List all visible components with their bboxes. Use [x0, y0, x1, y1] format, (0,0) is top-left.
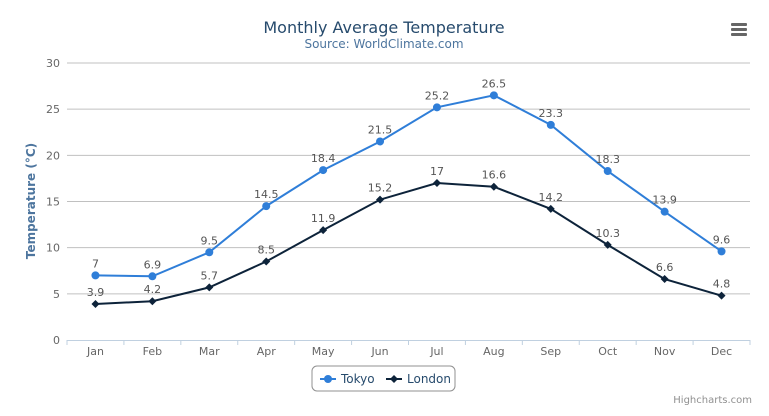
data-label: 16.6 — [482, 169, 507, 182]
y-tick-label: 0 — [53, 334, 60, 347]
x-tick-label: Apr — [257, 345, 277, 358]
data-label: 26.5 — [482, 77, 507, 90]
x-tick-label: Dec — [711, 345, 732, 358]
credits-link[interactable]: Highcharts.com — [673, 395, 752, 406]
x-tick-label: Nov — [654, 345, 676, 358]
data-point — [489, 182, 498, 191]
legend-label-london: London — [407, 372, 451, 386]
data-point — [603, 167, 612, 176]
data-label: 5.7 — [201, 269, 219, 282]
data-point — [660, 207, 669, 216]
x-tick-label: Feb — [143, 345, 162, 358]
data-point — [205, 283, 214, 292]
chart-subtitle: Source: WorldClimate.com — [304, 37, 463, 51]
x-tick-label: Jul — [429, 345, 443, 358]
data-point — [91, 271, 100, 280]
x-tick-label: Jan — [86, 345, 104, 358]
data-point — [717, 291, 726, 300]
x-tick-label: Oct — [598, 345, 618, 358]
data-label: 14.5 — [254, 188, 279, 201]
data-point — [432, 179, 441, 188]
y-tick-label: 15 — [46, 196, 60, 209]
y-tick-label: 10 — [46, 242, 60, 255]
x-tick-label: Jun — [370, 345, 388, 358]
data-label: 21.5 — [368, 123, 393, 136]
data-label: 18.3 — [595, 153, 620, 166]
data-point — [489, 91, 498, 100]
data-point — [148, 297, 157, 306]
y-tick-label: 5 — [53, 288, 60, 301]
data-label: 14.2 — [539, 191, 564, 204]
data-point — [660, 275, 669, 284]
data-point — [262, 202, 271, 211]
data-point — [91, 299, 100, 308]
data-label: 6.9 — [144, 258, 162, 271]
data-point — [432, 103, 441, 112]
data-point — [148, 272, 157, 281]
legend-label-tokyo: Tokyo — [340, 372, 375, 386]
data-point — [546, 120, 555, 129]
data-point — [717, 247, 726, 256]
y-tick-label: 20 — [46, 149, 60, 162]
data-label: 23.3 — [539, 107, 564, 120]
y-tick-label: 30 — [46, 57, 60, 70]
data-label: 8.5 — [257, 244, 275, 257]
data-label: 13.9 — [652, 194, 677, 207]
hamburger-menu-icon[interactable] — [724, 14, 752, 42]
x-tick-label: Aug — [483, 345, 504, 358]
legend: Tokyo London — [311, 365, 456, 392]
data-label: 11.9 — [311, 212, 336, 225]
legend-item-tokyo[interactable]: Tokyo — [320, 372, 375, 386]
series-line-tokyo — [95, 94, 723, 278]
data-label: 18.4 — [311, 152, 336, 165]
data-point — [262, 257, 271, 266]
data-label: 15.2 — [368, 182, 393, 195]
data-point — [603, 240, 612, 249]
data-point — [376, 195, 385, 204]
series-line-london — [95, 182, 722, 305]
data-label: 6.6 — [656, 261, 674, 274]
data-label: 4.2 — [144, 283, 162, 296]
chart-title: Monthly Average Temperature — [263, 18, 504, 37]
y-tick-label: 25 — [46, 103, 60, 116]
data-label: 17 — [430, 165, 444, 178]
x-tick-label: May — [312, 345, 335, 358]
data-point — [546, 204, 555, 213]
data-label: 25.2 — [425, 89, 450, 102]
data-point — [376, 137, 385, 146]
data-label: 10.3 — [595, 227, 620, 240]
data-label: 3.9 — [87, 286, 105, 299]
data-label: 4.8 — [713, 278, 731, 291]
x-tick-label: Sep — [540, 345, 561, 358]
legend-item-london[interactable]: London — [386, 372, 451, 386]
data-label: 9.6 — [713, 233, 731, 246]
y-axis-label: Temperature (°C) — [24, 143, 38, 259]
data-point — [319, 166, 328, 175]
data-label: 9.5 — [201, 234, 219, 247]
data-point — [205, 248, 214, 257]
data-point — [319, 226, 328, 235]
x-tick-label: Mar — [199, 345, 220, 358]
data-label: 7 — [92, 257, 99, 270]
